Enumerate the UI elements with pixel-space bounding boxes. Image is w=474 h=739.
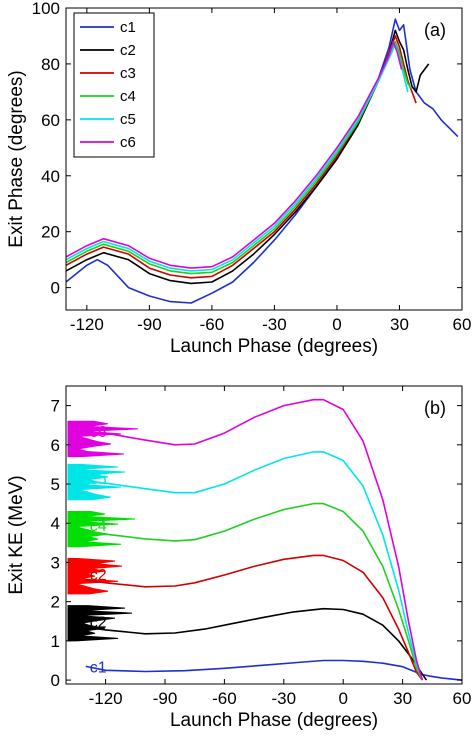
curve-label: c5 xyxy=(90,471,107,488)
y-axis-label: Exit KE (MeV) xyxy=(6,475,27,594)
x-tick-label: -90 xyxy=(137,315,162,334)
series-c5 xyxy=(85,451,424,681)
x-axis-label: Launch Phase (degrees) xyxy=(170,336,378,357)
series-c5 xyxy=(65,43,409,272)
legend: c1 c2 c3 c4 c5 c6 xyxy=(73,12,155,158)
x-axis-label: Launch Phase (degrees) xyxy=(170,710,378,731)
y-tick-label: 2 xyxy=(51,593,60,612)
y-tick-label: 100 xyxy=(32,0,60,18)
legend-box xyxy=(73,12,155,158)
x-tick-label: -90 xyxy=(153,689,178,708)
histogram-5 xyxy=(67,420,139,458)
curve-label: c1 xyxy=(90,659,107,676)
curve-label: c2 xyxy=(90,567,107,584)
histogram-3 xyxy=(67,510,136,548)
y-tick-label: 3 xyxy=(51,553,60,572)
x-tick-label: 0 xyxy=(332,315,341,334)
x-tick-label: -120 xyxy=(89,689,123,708)
histogram-2 xyxy=(67,558,123,595)
legend-entry-c3: c3 xyxy=(120,65,136,82)
series-c4 xyxy=(65,40,413,275)
series-c1 xyxy=(85,659,463,681)
legend-entry-c4: c4 xyxy=(120,88,136,105)
panel-label: (b) xyxy=(424,398,446,418)
y-tick-label: 6 xyxy=(51,436,60,455)
legend-entry-c1: c1 xyxy=(120,19,136,36)
plot-frame xyxy=(65,385,463,685)
y-tick-label: 4 xyxy=(51,514,60,533)
panel-a: -120 -90 -60 -30 0 30 60 0 20 40 60 80 100 Launch Pha… xyxy=(6,0,471,357)
series-c6 xyxy=(85,398,424,681)
series-c2 xyxy=(65,29,430,285)
series-c4 xyxy=(85,502,424,681)
curve-label: c2 xyxy=(90,614,107,631)
panel-label: (a) xyxy=(424,20,446,40)
series-c3 xyxy=(85,554,424,681)
x-tick-label: 60 xyxy=(453,315,472,334)
y-tick-label: 1 xyxy=(51,632,60,651)
y-tick-label: 40 xyxy=(41,167,60,186)
y-tick-label: 7 xyxy=(51,397,60,416)
series-c3 xyxy=(65,35,417,279)
curve-label: c6 xyxy=(90,424,107,441)
histogram-1 xyxy=(67,605,133,642)
x-tick-label: 30 xyxy=(393,689,412,708)
x-tick-label: -60 xyxy=(212,689,237,708)
legend-entry-c6: c6 xyxy=(120,134,136,151)
y-tick-label: 0 xyxy=(51,279,60,298)
x-tick-label: 0 xyxy=(338,689,347,708)
series-c2 xyxy=(85,607,428,681)
x-tick-label: -30 xyxy=(272,689,297,708)
y-tick-label: 5 xyxy=(51,475,60,494)
y-tick-label: 80 xyxy=(41,55,60,74)
curve-label: c4 xyxy=(90,518,107,535)
x-tick-label: 60 xyxy=(453,689,472,708)
y-tick-label: 60 xyxy=(41,111,60,130)
x-tick-label: -30 xyxy=(262,315,287,334)
x-tick-label: -60 xyxy=(200,315,225,334)
series-c6 xyxy=(65,40,403,269)
legend-entry-c2: c2 xyxy=(120,42,136,59)
x-tick-label: -120 xyxy=(70,315,104,334)
y-tick-label: 20 xyxy=(41,223,60,242)
y-tick-label: 0 xyxy=(51,671,60,690)
plot-frame xyxy=(65,7,463,311)
y-axis-label: Exit Phase (degrees) xyxy=(6,70,27,247)
x-tick-label: 30 xyxy=(390,315,409,334)
legend-entry-c5: c5 xyxy=(120,111,136,128)
panel-b: -120 -90 -60 -30 0 30 60 0 1 2 3 4 5 6 7 Launch Phase (… xyxy=(6,385,472,731)
